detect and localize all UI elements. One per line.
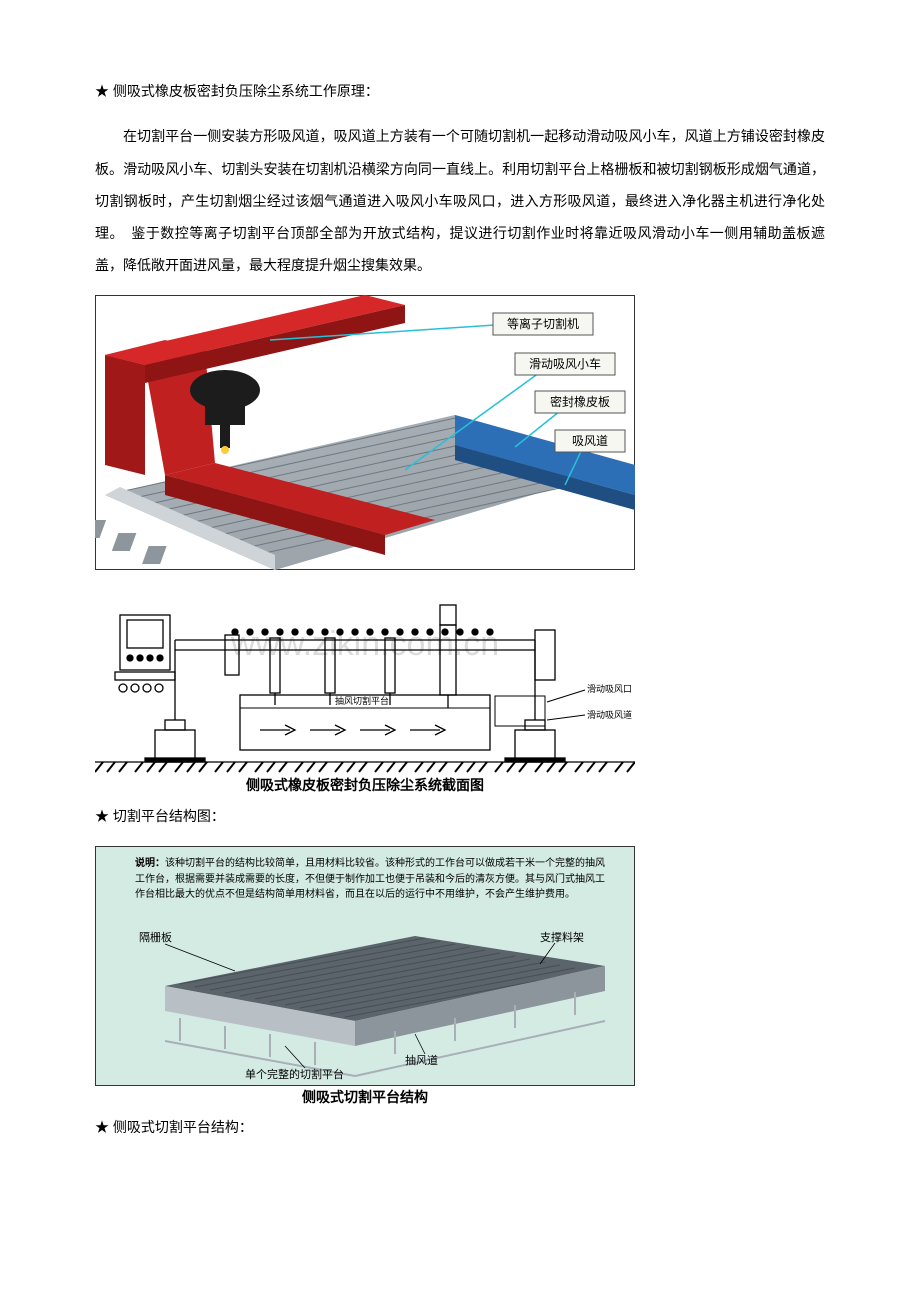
section-heading-3: ★ 侧吸式切割平台结构： [95, 1116, 825, 1138]
star-icon: ★ [95, 83, 109, 99]
star-icon: ★ [95, 1119, 109, 1135]
svg-text:单个完整的切割平台: 单个完整的切割平台 [245, 1067, 344, 1081]
svg-text:滑动吸风口: 滑动吸风口 [587, 684, 632, 694]
star-icon: ★ [95, 808, 109, 824]
svg-text:抽风切割平台: 抽风切割平台 [335, 695, 389, 706]
section-title-2: 切割平台结构图： [113, 808, 225, 824]
svg-text:滑动吸风道: 滑动吸风道 [587, 709, 632, 720]
svg-text:侧吸式橡皮板密封负压除尘系统截面图: 侧吸式橡皮板密封负压除尘系统截面图 [246, 777, 484, 794]
paragraph-1: 在切割平台一侧安装方形吸风道，吸风道上方装有一个可随切割机一起移动滑动吸风小车，… [95, 120, 825, 281]
svg-text:隔栅板: 隔栅板 [139, 930, 172, 944]
svg-text:等离子切割机: 等离子切割机 [507, 316, 579, 331]
svg-text:支撑料架: 支撑料架 [540, 930, 584, 944]
svg-text:侧吸式切割平台结构: 侧吸式切割平台结构 [302, 1089, 428, 1106]
section-title-1: 侧吸式橡皮板密封负压除尘系统工作原理： [113, 83, 379, 99]
figure-3: 说明：该种切割平台的结构比较简单，且用材料比较省。该种形式的工作台可以做成若干米… [95, 846, 825, 1106]
svg-text:抽风道: 抽风道 [405, 1053, 438, 1067]
section-title-3: 侧吸式切割平台结构： [113, 1119, 253, 1135]
svg-text:密封橡皮板: 密封橡皮板 [550, 394, 610, 409]
figure-1: 等离子切割机 滑动吸风小车 密封橡皮板 吸风道 [95, 295, 825, 570]
svg-text:滑动吸风小车: 滑动吸风小车 [529, 356, 601, 371]
svg-text:吸风道: 吸风道 [572, 434, 608, 448]
figure-2: www.zikin.com.cn [95, 580, 825, 795]
section-heading-2: ★ 切割平台结构图： [95, 805, 825, 827]
section-heading-1: ★ 侧吸式橡皮板密封负压除尘系统工作原理： [95, 80, 825, 102]
